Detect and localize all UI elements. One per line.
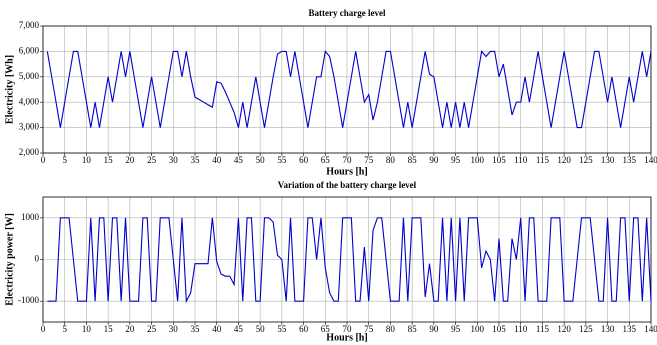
x-tick-label: 120 xyxy=(557,324,571,334)
x-tick-label: 20 xyxy=(125,324,135,334)
x-tick-label: 95 xyxy=(451,324,461,334)
x-tick-label: 10 xyxy=(82,155,92,165)
x-tick-label: 75 xyxy=(364,324,374,334)
y-tick-label: 4,000 xyxy=(19,96,40,106)
x-axis-label: Hours [h] xyxy=(326,166,367,177)
x-tick-label: 15 xyxy=(104,155,114,165)
y-tick-label: 3,000 xyxy=(19,122,40,132)
x-tick-label: 100 xyxy=(471,155,485,165)
x-tick-label: 45 xyxy=(234,324,244,334)
x-tick-label: 85 xyxy=(408,155,418,165)
plot-frame xyxy=(42,196,652,323)
x-tick-label: 105 xyxy=(492,155,506,165)
x-tick-label: 25 xyxy=(147,324,157,334)
x-tick-label: 70 xyxy=(343,155,353,165)
x-tick-label: 20 xyxy=(125,155,135,165)
x-tick-label: 65 xyxy=(321,324,331,334)
x-tick-label: 135 xyxy=(623,155,637,165)
x-tick-label: 85 xyxy=(408,324,418,334)
chart-title: Battery charge level xyxy=(309,8,386,18)
y-tick-label: 1000 xyxy=(21,212,40,222)
x-tick-label: 95 xyxy=(451,155,461,165)
x-tick-label: 80 xyxy=(386,155,396,165)
x-tick-label: 115 xyxy=(536,324,550,334)
x-tick-label: 40 xyxy=(212,324,222,334)
y-tick-label: 7,000 xyxy=(19,20,40,30)
data-line xyxy=(46,50,652,129)
data-line xyxy=(47,217,652,304)
x-tick-label: 90 xyxy=(429,324,439,334)
x-tick-label: 5 xyxy=(62,324,67,334)
y-tick-label: -1000 xyxy=(18,295,39,305)
x-axis-label: Hours [h] xyxy=(326,332,367,343)
x-tick-label: 105 xyxy=(492,324,506,334)
x-tick-label: 55 xyxy=(277,324,287,334)
x-tick-label: 40 xyxy=(212,155,222,165)
x-tick-label: 15 xyxy=(104,324,114,334)
x-tick-label: 90 xyxy=(429,155,439,165)
x-tick-label: 140 xyxy=(644,324,657,334)
x-tick-label: 75 xyxy=(364,155,374,165)
x-tick-label: 5 xyxy=(62,155,67,165)
x-tick-label: 60 xyxy=(299,155,309,165)
x-tick-label: 115 xyxy=(536,155,550,165)
x-tick-label: 30 xyxy=(169,155,179,165)
y-tick-label: 6,000 xyxy=(19,45,40,55)
x-tick-label: 25 xyxy=(147,155,157,165)
x-tick-label: 135 xyxy=(623,324,637,334)
x-tick-label: 100 xyxy=(471,324,485,334)
x-tick-label: 0 xyxy=(41,324,46,334)
chart-title: Variation of the battery charge level xyxy=(278,180,417,190)
x-tick-label: 140 xyxy=(644,155,657,165)
x-tick-label: 0 xyxy=(41,155,46,165)
x-tick-label: 70 xyxy=(343,324,353,334)
x-tick-label: 50 xyxy=(256,155,266,165)
y-tick-label: 5,000 xyxy=(19,71,40,81)
y-tick-label: 2,000 xyxy=(19,147,40,157)
x-tick-label: 130 xyxy=(601,155,615,165)
x-tick-label: 120 xyxy=(557,155,571,165)
plot-frame xyxy=(42,25,652,154)
x-tick-label: 80 xyxy=(386,324,396,334)
x-tick-label: 35 xyxy=(191,155,201,165)
y-tick-label: 0 xyxy=(35,254,40,264)
x-tick-label: 10 xyxy=(82,324,92,334)
x-tick-label: 110 xyxy=(514,324,528,334)
x-tick-label: 30 xyxy=(169,324,179,334)
x-tick-label: 55 xyxy=(277,155,287,165)
x-tick-label: 110 xyxy=(514,155,528,165)
y-axis-label: Electricity power [W] xyxy=(4,213,15,306)
x-tick-label: 60 xyxy=(299,324,309,334)
x-tick-label: 50 xyxy=(256,324,266,334)
x-tick-label: 125 xyxy=(579,155,593,165)
x-tick-label: 125 xyxy=(579,324,593,334)
x-tick-label: 45 xyxy=(234,155,244,165)
y-axis-label: Electricity [Wh] xyxy=(4,55,15,124)
x-tick-label: 65 xyxy=(321,155,331,165)
x-tick-label: 35 xyxy=(191,324,201,334)
x-tick-label: 130 xyxy=(601,324,615,334)
